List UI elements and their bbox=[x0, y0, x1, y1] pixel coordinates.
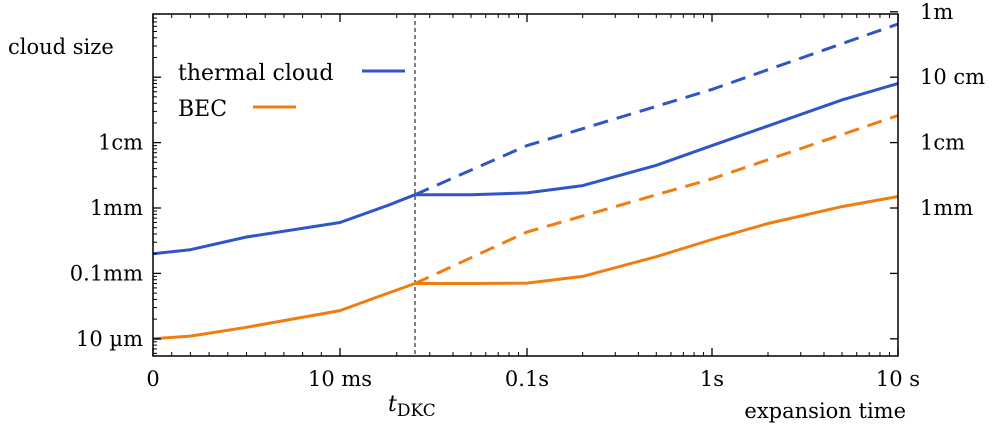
y-right-tick-label: 1mm bbox=[920, 196, 973, 220]
tick-layer bbox=[152, 11, 899, 356]
y-right-tick-label: 1cm bbox=[920, 131, 965, 155]
series-line-extrapolated bbox=[414, 22, 899, 197]
y-left-tick-label: 0.1mm bbox=[70, 261, 143, 285]
x-axis-title: expansion time bbox=[744, 399, 906, 423]
y-left-tick-label: 10 µm bbox=[76, 327, 143, 351]
series-line-extrapolated bbox=[414, 114, 899, 285]
y-left-tick-label: 1cm bbox=[98, 131, 143, 155]
x-tick-label: 10 s bbox=[876, 367, 920, 391]
x-tick-label: 10 ms bbox=[308, 367, 372, 391]
plot-frame bbox=[152, 13, 899, 357]
series-line bbox=[152, 195, 899, 341]
tdkc-main: t bbox=[388, 392, 397, 417]
series-line bbox=[152, 82, 899, 256]
x-tick-label: 0 bbox=[146, 367, 159, 391]
legend: thermal cloud BEC bbox=[178, 61, 405, 122]
y-left-tick-label: 1mm bbox=[90, 196, 143, 220]
x-tick-label: 0.1s bbox=[505, 367, 549, 391]
x-tick-label: 1s bbox=[700, 367, 724, 391]
y-right-tick-label: 1m bbox=[920, 0, 953, 24]
y-axis-title: cloud size bbox=[8, 35, 114, 59]
tdkc-subscript: DKC bbox=[397, 401, 436, 421]
series-layer bbox=[152, 22, 899, 341]
y-right-tick-label: 10 cm bbox=[920, 65, 985, 89]
legend-label-bec: BEC bbox=[178, 97, 227, 122]
legend-label-thermal: thermal cloud bbox=[178, 61, 333, 86]
label-layer: 0 10 ms 0.1s 1s 10 s 10 µm 0.1mm 1mm 1cm 1mm 1cm 10… bbox=[70, 0, 985, 391]
tdkc-label: tDKC bbox=[388, 392, 436, 421]
